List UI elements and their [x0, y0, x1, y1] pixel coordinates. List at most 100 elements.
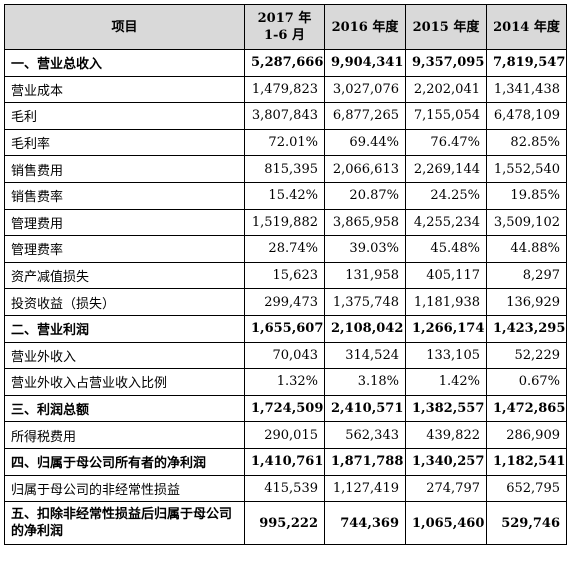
- row-value: 274,797: [405, 474, 487, 503]
- row-value: 314,524: [324, 341, 406, 370]
- row-value: 39.03%: [324, 235, 406, 263]
- row-value: 1,519,882: [244, 208, 325, 237]
- row-label: 三、利润总额: [4, 394, 245, 423]
- table-row: 毛利率 72.01% 69.44% 76.47% 82.85%: [4, 128, 567, 157]
- row-value: 1,479,823: [244, 75, 325, 104]
- header-2017h1: 2017 年 1-6 月: [244, 4, 325, 50]
- table-row: 四、归属于母公司所有者的净利润 1,410,761 1,871,788 1,340,2…: [4, 447, 567, 476]
- row-value: 652,795: [486, 474, 567, 503]
- row-value: 1,266,174: [405, 314, 487, 343]
- row-value: 1,382,557: [405, 394, 487, 423]
- row-value: 70,043: [244, 341, 325, 370]
- row-value: 1,472,865: [486, 394, 567, 423]
- row-value: 1,423,295: [486, 314, 567, 343]
- row-value: 1,552,540: [486, 155, 567, 183]
- row-value: 24.25%: [405, 181, 487, 210]
- row-value: 2,066,613: [324, 155, 406, 183]
- row-value: 72.01%: [244, 128, 325, 157]
- row-label: 一、营业总收入: [4, 49, 245, 77]
- row-value: 44.88%: [486, 235, 567, 263]
- row-label: 营业外收入: [4, 341, 245, 370]
- row-value: 0.67%: [486, 368, 567, 396]
- table-row: 所得税费用 290,015 562,343 439,822 286,909: [4, 421, 567, 449]
- row-value: 1,655,607: [244, 314, 325, 343]
- row-value: 1,341,438: [486, 75, 567, 104]
- row-value: 2,269,144: [405, 155, 487, 183]
- table-row: 二、营业利润 1,655,607 2,108,042 1,266,174 1,423,2…: [4, 314, 567, 343]
- row-value: 6,877,265: [324, 102, 406, 130]
- table-row: 销售费率 15.42% 20.87% 24.25% 19.85%: [4, 181, 567, 210]
- row-value: 299,473: [244, 288, 325, 316]
- row-value: 3,509,102: [486, 208, 567, 237]
- row-value: 20.87%: [324, 181, 406, 210]
- row-value: 2,410,571: [324, 394, 406, 423]
- row-label: 管理费用: [4, 208, 245, 237]
- row-value: 1,871,788: [324, 447, 406, 476]
- row-value: 1,410,761: [244, 447, 325, 476]
- row-value: 286,909: [486, 421, 567, 449]
- row-value: 1.32%: [244, 368, 325, 396]
- table-header: 项目 2017 年 1-6 月 2016 年度 2015 年度 2014 年度: [4, 4, 567, 50]
- row-value: 405,117: [405, 261, 487, 290]
- row-value: 82.85%: [486, 128, 567, 157]
- row-value: 52,229: [486, 341, 567, 370]
- table-row: 管理费用 1,519,882 3,865,958 4,255,234 3,509,102: [4, 208, 567, 237]
- row-label: 销售费率: [4, 181, 245, 210]
- row-value: 1,375,748: [324, 288, 406, 316]
- table-row: 资产减值损失 15,623 131,958 405,117 8,297: [4, 261, 567, 290]
- header-row: 项目 2017 年 1-6 月 2016 年度 2015 年度 2014 年度: [4, 4, 567, 50]
- row-value: 415,539: [244, 474, 325, 503]
- table-body: 一、营业总收入 5,287,666 9,904,341 9,357,095 7,819,…: [4, 49, 567, 546]
- row-value: 439,822: [405, 421, 487, 449]
- header-2015: 2015 年度: [405, 4, 487, 50]
- row-value: 6,478,109: [486, 102, 567, 130]
- row-value: 995,222: [244, 501, 325, 546]
- row-value: 8,297: [486, 261, 567, 290]
- row-label: 所得税费用: [4, 421, 245, 449]
- row-value: 1,724,509: [244, 394, 325, 423]
- row-value: 4,255,234: [405, 208, 487, 237]
- table-row: 毛利 3,807,843 6,877,265 7,155,054 6,478,109: [4, 102, 567, 130]
- row-value: 7,819,547: [486, 49, 567, 77]
- row-value: 76.47%: [405, 128, 487, 157]
- row-value: 136,929: [486, 288, 567, 316]
- row-value: 1.42%: [405, 368, 487, 396]
- row-label: 四、归属于母公司所有者的净利润: [4, 447, 245, 476]
- row-value: 3,865,958: [324, 208, 406, 237]
- row-label: 资产减值损失: [4, 261, 245, 290]
- header-2017h1-text: 2017 年 1-6 月: [257, 11, 312, 43]
- row-label: 管理费率: [4, 235, 245, 263]
- row-value: 1,182,541: [486, 447, 567, 476]
- row-label: 二、营业利润: [4, 314, 245, 343]
- row-label: 五、扣除非经常性损益后归属于母公司的净利润: [4, 501, 245, 546]
- header-2014: 2014 年度: [486, 4, 567, 50]
- table-row: 营业外收入占营业收入比例 1.32% 3.18% 1.42% 0.67%: [4, 368, 567, 396]
- row-label: 毛利: [4, 102, 245, 130]
- row-value: 131,958: [324, 261, 406, 290]
- table-row: 一、营业总收入 5,287,666 9,904,341 9,357,095 7,819,…: [4, 49, 567, 77]
- row-value: 1,065,460: [405, 501, 487, 546]
- row-value: 45.48%: [405, 235, 487, 263]
- table-row: 销售费用 815,395 2,066,613 2,269,144 1,552,540: [4, 155, 567, 183]
- row-value: 19.85%: [486, 181, 567, 210]
- row-value: 1,127,419: [324, 474, 406, 503]
- row-value: 2,108,042: [324, 314, 406, 343]
- table-row: 归属于母公司的非经常性损益 415,539 1,127,419 274,797 652,…: [4, 474, 567, 503]
- row-label: 毛利率: [4, 128, 245, 157]
- row-value: 9,904,341: [324, 49, 406, 77]
- row-value: 28.74%: [244, 235, 325, 263]
- table-row: 五、扣除非经常性损益后归属于母公司的净利润 995,222 744,369 1,065…: [4, 501, 567, 546]
- row-label: 投资收益（损失）: [4, 288, 245, 316]
- row-value: 3,807,843: [244, 102, 325, 130]
- table-row: 三、利润总额 1,724,509 2,410,571 1,382,557 1,472,8…: [4, 394, 567, 423]
- row-value: 1,181,938: [405, 288, 487, 316]
- row-label: 归属于母公司的非经常性损益: [4, 474, 245, 503]
- row-value: 15.42%: [244, 181, 325, 210]
- row-value: 15,623: [244, 261, 325, 290]
- row-value: 133,105: [405, 341, 487, 370]
- row-label: 销售费用: [4, 155, 245, 183]
- row-value: 562,343: [324, 421, 406, 449]
- row-value: 3.18%: [324, 368, 406, 396]
- row-value: 1,340,257: [405, 447, 487, 476]
- header-2016: 2016 年度: [324, 4, 406, 50]
